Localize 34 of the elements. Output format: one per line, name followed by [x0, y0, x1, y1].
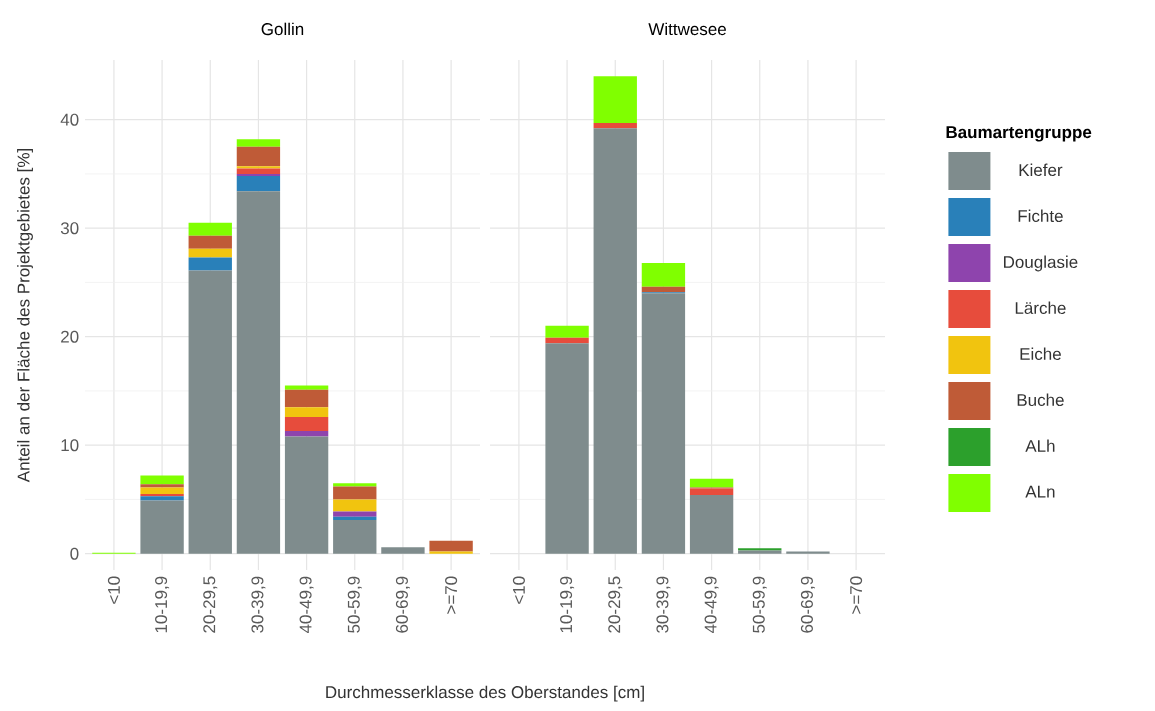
x-tick-label: 50-59,9	[347, 576, 362, 633]
legend-label: Douglasie	[1004, 255, 1078, 272]
x-tick-label: 10-19,9	[560, 576, 575, 633]
legend-label: Fichte	[1018, 209, 1063, 223]
x-tick-label: <10	[512, 576, 525, 604]
y-tick-label: 10	[61, 439, 79, 452]
y-tick-label: 40	[60, 113, 79, 126]
legend-title: Baumartengruppe	[946, 126, 1092, 142]
legend-label: Kiefer	[1019, 163, 1063, 177]
x-tick-label: 50-59,9	[752, 576, 767, 633]
x-tick-label: 30-39,9	[251, 576, 266, 633]
chart-title: Wittwesee	[648, 22, 726, 36]
x-tick-label: 40-49,9	[299, 576, 314, 634]
legend-label: ALh	[1025, 439, 1055, 452]
x-tick-label: 10-19,9	[155, 576, 170, 633]
x-tick-label: 20-29,5	[203, 576, 218, 633]
x-axis-title: Durchmesserklasse des Oberstandes [cm]	[326, 685, 644, 702]
x-tick-label: 60-69,9	[800, 576, 815, 633]
y-tick-label: 0	[70, 547, 79, 560]
x-tick-label: >=70	[445, 576, 458, 614]
y-axis-title: Anteil an der Fläche des Projektgebietes [%]	[17, 149, 33, 483]
x-tick-label: 30-39,9	[656, 576, 671, 633]
x-tick-label: <10	[107, 576, 120, 604]
legend-label: ALn	[1025, 485, 1055, 498]
x-tick-label: 20-29,5	[608, 576, 623, 633]
x-tick-label: 60-69,9	[395, 576, 410, 633]
x-tick-label: >=70	[850, 576, 863, 614]
chart-title: Gollin	[261, 22, 304, 36]
legend-label: Eiche	[1020, 347, 1061, 361]
y-tick-label: 30	[60, 222, 79, 235]
legend-label: Buche	[1017, 393, 1064, 407]
x-tick-label: 40-49,9	[704, 576, 719, 634]
y-tick-label: 20	[61, 330, 79, 343]
legend-label: Lärche	[1015, 301, 1066, 315]
